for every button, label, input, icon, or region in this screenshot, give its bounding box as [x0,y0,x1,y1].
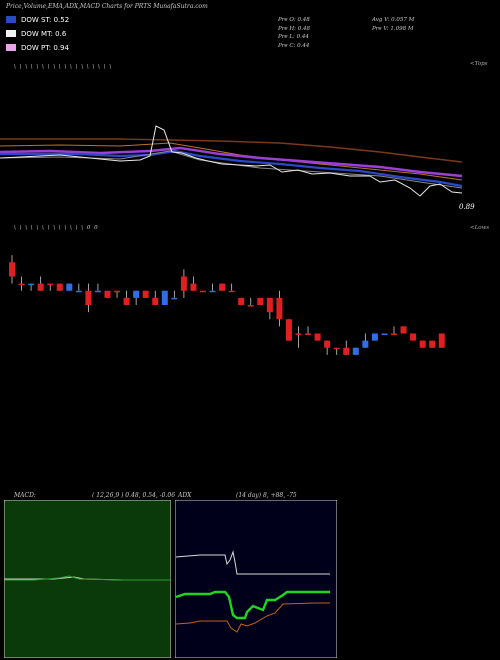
ema-line-purple [0,146,463,178]
macd-params: ( 12,26,9 ) 0.48, 0.54, -0.06 [92,492,176,499]
candle-body [410,333,417,341]
legend-item-dow-mt: DOW MT: 0.6 [6,28,66,39]
candle-body [247,305,254,307]
candle-body [400,326,407,334]
ema-line-brown [0,138,463,163]
legend-label-st: DOW ST: 0.52 [21,15,70,24]
candle-body [85,290,92,305]
candle-body [391,333,397,335]
candle-body [123,297,130,305]
lows-label: <Lows [470,225,490,231]
chart-title: Price,Volume,EMA,ADX,MACD Charts for PRT… [6,3,208,10]
adx-line [175,550,330,575]
candle-body [56,283,63,291]
volume-readout: Avg V: 0.057 M Pre V: 1.098 M [372,16,414,33]
candle-body [276,297,283,320]
candle-body [190,283,197,291]
candle-body [133,290,140,298]
candle-body [219,283,226,291]
candle-body [333,347,340,350]
prev-volume: Pre V: 1.098 M [372,25,414,32]
legend-swatch-pt [6,44,16,51]
candle-body [419,340,426,348]
candle-body [94,290,101,293]
candle-body [285,319,292,341]
candle-body [9,262,15,277]
ema-line-blue [0,149,463,188]
candle-body [209,290,216,293]
ohlc-readout: Pre O: 0.48 Pre H: 0.48 Pre L: 0.44 Pre … [278,16,310,50]
adx-plus-di-line [175,590,330,620]
adx-panel-frame [175,500,337,658]
candle-body [314,333,321,341]
candle-body [228,290,235,293]
candle-body [37,283,44,291]
candle-body [295,333,302,335]
candle-body [75,290,82,293]
candle-body [429,340,436,348]
candle-body [47,283,54,286]
macd-line [4,575,171,581]
candlestick-chart [9,255,445,355]
candle-body [257,297,264,305]
candle-body [324,340,331,348]
legend-item-dow-st: DOW ST: 0.52 [6,14,69,25]
adx-title: ADX [178,492,192,499]
candle-body [362,340,369,348]
candle-body [352,347,359,355]
candle-body [381,333,388,335]
ohlc-low: Pre L: 0.44 [278,34,309,40]
candle-body [266,297,273,313]
ema-line-orange [0,142,463,181]
ohlc-high: Pre H: 0.48 [278,25,310,32]
candle-body [18,283,25,286]
avg-volume: Avg V: 0.057 M [372,17,415,23]
price-line-white [0,125,463,197]
adx-minus-di-line [175,602,330,633]
candle-body [66,283,73,291]
ohlc-open: Pre O: 0.48 [278,17,310,23]
price-label: 0.89 [459,203,475,211]
candle-body [114,290,121,293]
candle-body [142,290,149,298]
tops-label: <Tops [470,61,488,67]
candle-body [28,283,35,286]
candle-body [104,290,111,298]
candle-body [305,333,312,335]
ema-lines-panel [0,125,463,197]
legend-swatch-mt [6,30,16,37]
adx-panel [175,500,337,658]
candle-body [180,276,187,291]
candle-body [200,290,206,293]
candle-body [343,347,350,355]
legend-swatch-st [6,16,16,23]
macd-title: MACD: [14,492,36,499]
adx-params: (14 day) 8, +88, -75 [236,492,297,499]
candle-body [161,290,168,305]
candle-body [171,297,178,300]
macd-panel [4,500,171,658]
candle-body [238,297,245,305]
candle-body [371,333,378,341]
legend-item-dow-pt: DOW PT: 0.94 [6,42,69,53]
legend-label-mt: DOW MT: 0.6 [21,29,67,38]
tops-markers: \ \ \ \ \ \ \ \ \ \ \ \ \ \ \ \ \ \ [14,64,113,70]
ohlc-close: Pre C: 0.44 [278,42,310,49]
legend-label-pt: DOW PT: 0.94 [21,43,69,52]
candle-body [152,297,159,305]
lows-markers: \ \ \ \ \ \ \ \ \ \ \ \ \ 0 0 [14,225,99,231]
candle-body [438,333,445,348]
